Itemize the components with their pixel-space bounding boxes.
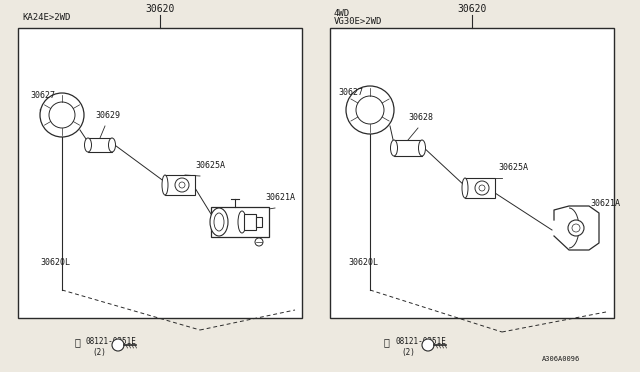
Text: 08121-0251E: 08121-0251E xyxy=(86,337,137,346)
Circle shape xyxy=(346,86,394,134)
Text: 30628: 30628 xyxy=(408,113,433,122)
Circle shape xyxy=(112,339,124,351)
Text: 4WD: 4WD xyxy=(334,9,350,18)
Text: 30627: 30627 xyxy=(30,91,55,100)
Text: VG30E>2WD: VG30E>2WD xyxy=(334,17,382,26)
Circle shape xyxy=(572,224,580,232)
Bar xyxy=(256,217,262,227)
Text: A306A0096: A306A0096 xyxy=(541,356,580,362)
Bar xyxy=(211,207,269,237)
Ellipse shape xyxy=(84,138,92,152)
Text: Ⓑ: Ⓑ xyxy=(75,337,81,347)
Circle shape xyxy=(255,238,263,246)
Bar xyxy=(244,214,256,230)
Text: 30621A: 30621A xyxy=(590,199,620,208)
Text: 30620L: 30620L xyxy=(348,258,378,267)
Text: 30627: 30627 xyxy=(338,88,363,97)
Bar xyxy=(165,175,195,195)
Bar xyxy=(465,178,495,198)
Circle shape xyxy=(40,93,84,137)
Ellipse shape xyxy=(419,140,426,156)
Ellipse shape xyxy=(109,138,115,152)
Polygon shape xyxy=(554,206,599,250)
Circle shape xyxy=(568,220,584,236)
Circle shape xyxy=(475,181,489,195)
Text: 30621A: 30621A xyxy=(265,193,295,202)
Text: 30620: 30620 xyxy=(458,4,486,14)
Ellipse shape xyxy=(390,140,397,156)
Text: 08121-0251E: 08121-0251E xyxy=(395,337,446,346)
Bar xyxy=(18,28,302,318)
Ellipse shape xyxy=(162,175,168,195)
Bar xyxy=(330,28,614,318)
Text: Ⓑ: Ⓑ xyxy=(384,337,390,347)
Text: KA24E>2WD: KA24E>2WD xyxy=(22,13,70,22)
Ellipse shape xyxy=(238,211,246,233)
Bar xyxy=(88,138,112,152)
Circle shape xyxy=(49,102,75,128)
Circle shape xyxy=(422,339,434,351)
Text: 30625A: 30625A xyxy=(498,163,528,172)
Text: (2): (2) xyxy=(92,347,106,356)
Ellipse shape xyxy=(210,208,228,236)
Circle shape xyxy=(356,96,384,124)
Text: 30620L: 30620L xyxy=(40,258,70,267)
Bar xyxy=(394,140,422,156)
Circle shape xyxy=(175,178,189,192)
Text: 30625A: 30625A xyxy=(195,161,225,170)
Text: 30620: 30620 xyxy=(145,4,175,14)
Circle shape xyxy=(179,182,185,188)
Ellipse shape xyxy=(462,178,468,198)
Circle shape xyxy=(479,185,485,191)
Ellipse shape xyxy=(214,213,224,231)
Text: 30629: 30629 xyxy=(95,111,120,120)
Text: (2): (2) xyxy=(401,347,415,356)
